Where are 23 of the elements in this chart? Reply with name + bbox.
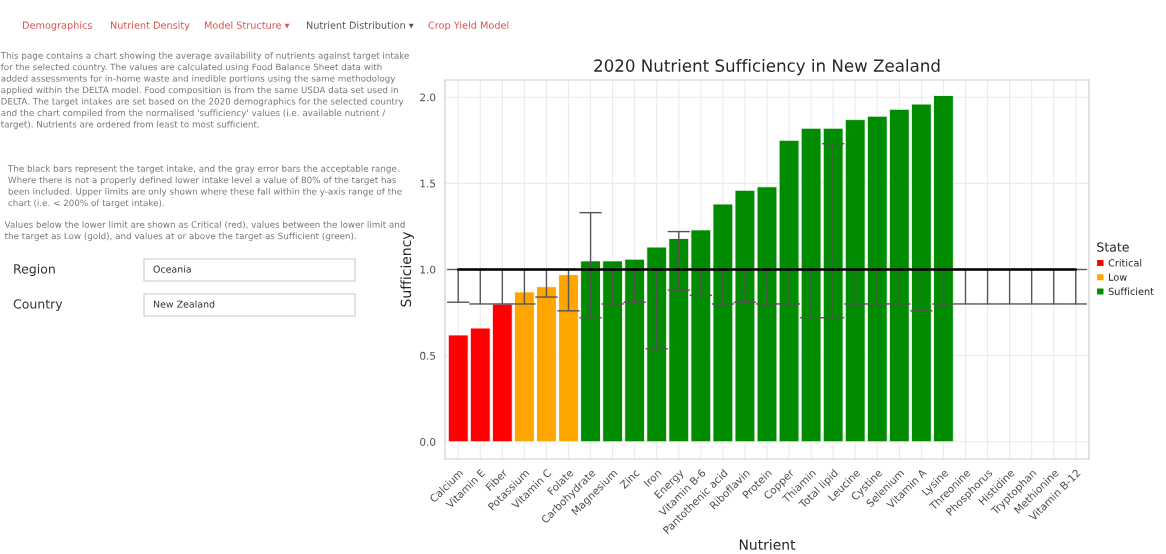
y-tick-label: 0.5	[420, 351, 436, 360]
x-axis-title: Nutrient	[739, 539, 796, 550]
text: Country	[13, 299, 63, 312]
legend-title: State	[1097, 242, 1129, 252]
legend-label: Sufficient	[1108, 287, 1154, 296]
text: Crop Yield Model	[428, 21, 509, 31]
y-axis-title: Sufficiency	[400, 231, 414, 307]
text: The black bars represent the target intake, and the gray error bars the acceptable range. Where there is not a properly defined lower intake level a value of 80% of the target has been included. Upper limits are only shown where these fall within the y-axis range of the chart (i.e. < 200% of target intake).	[7, 165, 402, 208]
y-tick-label: 1.0	[420, 265, 436, 274]
y-tick-label: 1.5	[420, 179, 436, 188]
text: Nutrient Distribution ▾	[306, 21, 414, 29]
legend-label: Low	[1109, 273, 1127, 281]
text: Oceania	[153, 265, 191, 273]
y-tick-label: 2.0	[420, 93, 436, 102]
text: This page contains a chart showing the average availability of nutrients against target intake for the selected country. The values are calculated using Food Balance Sheet data with added assessments for in-home waste and inedible portions using the same methodology applied within the DELTA model. Food composition is from the same USDA data set used in DELTA. The target intakes are set based on the 2020 demographics for the selected country and the chart compiled from the normalised 'sufficiency' values (i.e. available nutrient / target). Nutrients are ordered from least to most sufficient.	[0, 52, 409, 130]
y-tick-label: 0.0	[420, 438, 436, 446]
text: Region	[14, 263, 55, 277]
text: New Zealand	[153, 300, 215, 308]
text: Nutrient Density	[110, 21, 190, 31]
legend-label: Critical	[1108, 259, 1142, 267]
text: Model Structure ▾	[204, 21, 290, 29]
chart-title: 2020 Nutrient Sufficiency in New Zealand	[594, 59, 940, 76]
text: Demographics	[22, 21, 92, 31]
